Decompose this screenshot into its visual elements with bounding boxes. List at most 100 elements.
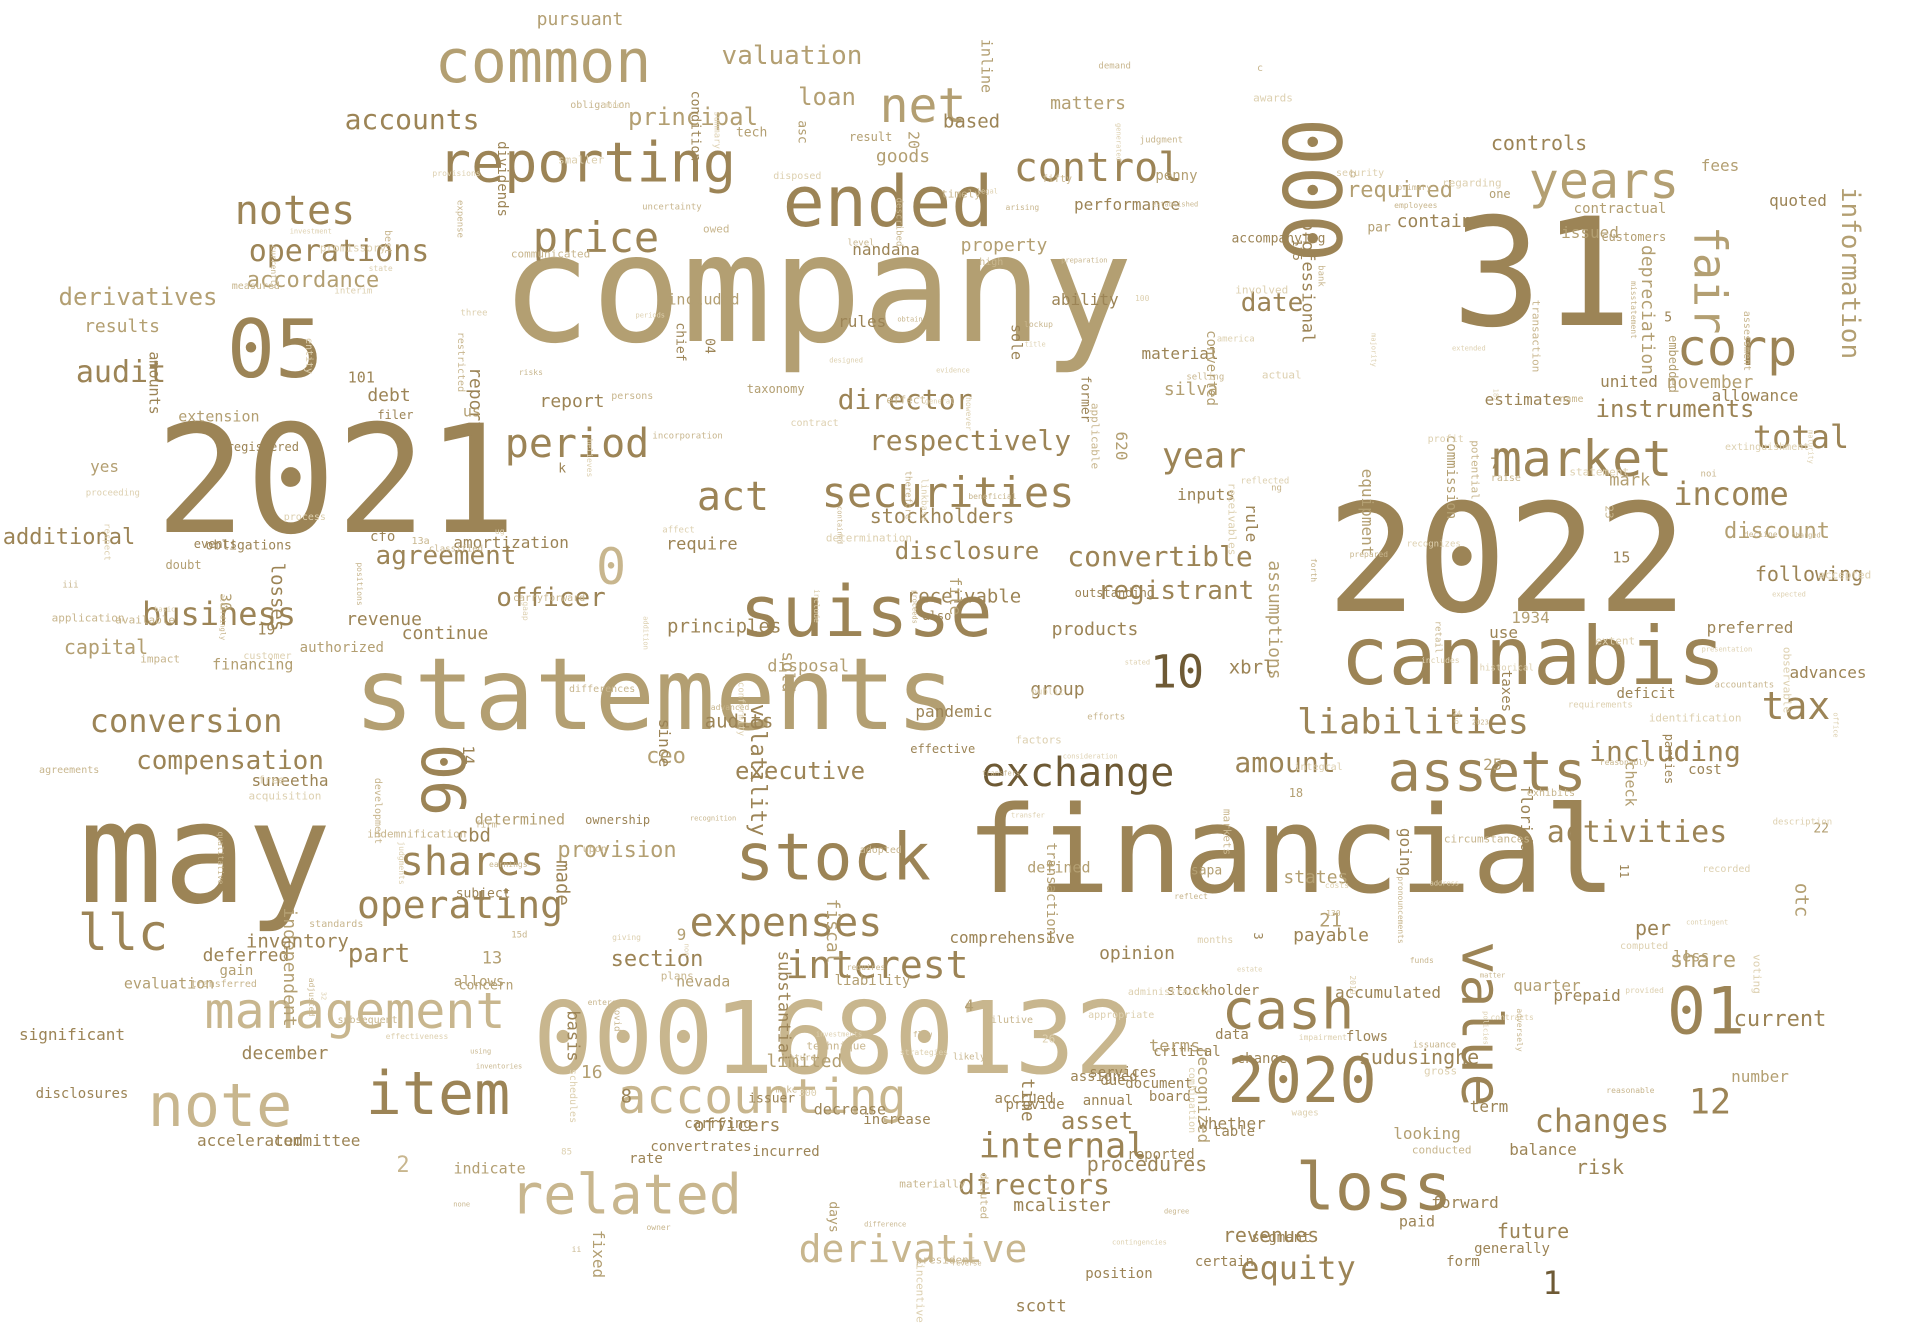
cloud-word: markets xyxy=(1220,808,1234,855)
cloud-word: indicate xyxy=(453,1159,526,1178)
cloud-word: 101 xyxy=(347,368,375,387)
cloud-word: 4 xyxy=(964,996,974,1016)
cloud-word: however xyxy=(963,396,973,431)
cloud-word: accounting xyxy=(617,1069,907,1125)
cloud-word: contractual xyxy=(1573,201,1667,217)
cloud-word: independent xyxy=(279,907,301,1027)
cloud-word: embedded xyxy=(1666,334,1681,393)
cloud-word: primary xyxy=(1397,183,1432,193)
cloud-word: stock xyxy=(735,820,931,896)
cloud-word: conformity xyxy=(735,682,746,737)
cloud-word: 100 xyxy=(1134,293,1150,303)
cloud-word: presentation xyxy=(1701,645,1753,654)
cloud-word: comprehensive xyxy=(949,928,1075,947)
cloud-word: 14 xyxy=(459,745,479,765)
cloud-word: designed xyxy=(829,356,863,365)
cloud-word: quoted xyxy=(1769,191,1827,210)
cloud-word: 22 xyxy=(1813,821,1829,837)
cloud-word: sudusinghe xyxy=(1358,1045,1480,1069)
cloud-word: file xyxy=(945,576,965,616)
cloud-word: united xyxy=(1600,372,1658,391)
cloud-word: extension xyxy=(178,407,260,426)
cloud-word: model xyxy=(604,101,626,110)
cloud-word: 25 xyxy=(1483,754,1503,774)
cloud-word: control xyxy=(1013,145,1183,191)
cloud-word: market xyxy=(1491,430,1673,488)
cloud-word: iii xyxy=(62,580,79,591)
cloud-word: deficit xyxy=(1616,686,1676,702)
cloud-word: 1934 xyxy=(1511,608,1550,628)
cloud-word: receivables xyxy=(1225,482,1239,556)
cloud-word: additional xyxy=(2,525,136,550)
cloud-word: accordance xyxy=(246,268,380,293)
cloud-word: commission xyxy=(1443,435,1460,520)
cloud-word: basis xyxy=(562,1010,583,1062)
cloud-word: matter xyxy=(1479,971,1506,980)
cloud-word: includes xyxy=(1421,655,1460,665)
cloud-word: respectively xyxy=(868,424,1072,457)
cloud-word: level xyxy=(847,238,875,249)
cloud-word: impairment xyxy=(1298,1032,1347,1042)
cloud-word: indemnification xyxy=(367,827,467,841)
cloud-word: security xyxy=(1336,168,1385,180)
cloud-word: requirements xyxy=(1567,700,1633,711)
cloud-word: 24 xyxy=(1452,709,1462,718)
cloud-word: date xyxy=(1240,288,1304,318)
cloud-word: converted xyxy=(1202,330,1219,407)
cloud-word: policies xyxy=(1481,1011,1490,1046)
cloud-word: description xyxy=(1772,817,1833,828)
cloud-word: preparation xyxy=(1061,256,1108,265)
cloud-word: judgment xyxy=(1139,135,1184,146)
cloud-word: statement xyxy=(1569,465,1629,479)
cloud-word: raise xyxy=(1490,472,1521,484)
cloud-word: condition xyxy=(687,90,703,162)
cloud-word: general xyxy=(924,397,955,406)
cloud-word: common xyxy=(434,27,652,97)
cloud-word: form xyxy=(1446,1254,1480,1270)
cloud-word: note xyxy=(147,1071,293,1141)
cloud-word: consideration xyxy=(1062,752,1118,761)
cloud-word: include xyxy=(811,589,821,624)
cloud-word: estimates xyxy=(1484,390,1572,409)
cloud-word: earnings xyxy=(489,859,528,869)
cloud-word: entity xyxy=(302,337,314,374)
cloud-word: reflected xyxy=(1240,476,1290,487)
cloud-word: extended xyxy=(1452,344,1486,353)
cloud-word: pandemic xyxy=(915,702,993,722)
cloud-word: none xyxy=(453,1200,471,1209)
cloud-word: decline xyxy=(1743,530,1778,540)
cloud-word: pursuant xyxy=(536,9,624,30)
cloud-word: described xyxy=(893,197,904,247)
cloud-word: subsequent xyxy=(337,1015,398,1027)
cloud-word: silva xyxy=(1163,379,1219,400)
cloud-word: section xyxy=(610,947,704,972)
cloud-word: accelerated xyxy=(197,1131,303,1150)
cloud-word: interest xyxy=(785,943,969,987)
cloud-word: public xyxy=(1031,687,1065,698)
cloud-word: authorized xyxy=(299,639,384,656)
cloud-word: inputs xyxy=(1177,485,1235,504)
cloud-word: evidence xyxy=(936,366,970,375)
cloud-word: executive xyxy=(734,757,866,785)
cloud-word: principles xyxy=(667,615,782,638)
cloud-word: involved xyxy=(1235,283,1289,297)
cloud-word: obtain xyxy=(897,315,923,324)
cloud-word: discount xyxy=(1724,519,1830,544)
cloud-word: classified xyxy=(428,544,484,555)
cloud-word: degree xyxy=(1163,1207,1190,1216)
cloud-word: item xyxy=(365,1059,511,1129)
cloud-word: fees xyxy=(1700,156,1740,175)
cloud-word: provided xyxy=(1625,985,1664,995)
cloud-word: established xyxy=(1151,200,1199,209)
cloud-word: non xyxy=(682,943,691,957)
cloud-word: officer xyxy=(496,583,606,613)
cloud-word: taxonomy xyxy=(746,381,805,396)
cloud-word: outstanding xyxy=(1074,586,1155,601)
cloud-word: sole xyxy=(1007,324,1026,361)
cloud-word: nevada xyxy=(676,972,731,991)
cloud-word: directors xyxy=(958,1168,1110,1201)
cloud-word: k xyxy=(558,461,567,477)
cloud-word: investment xyxy=(289,227,332,236)
cloud-word: llc xyxy=(77,904,169,962)
